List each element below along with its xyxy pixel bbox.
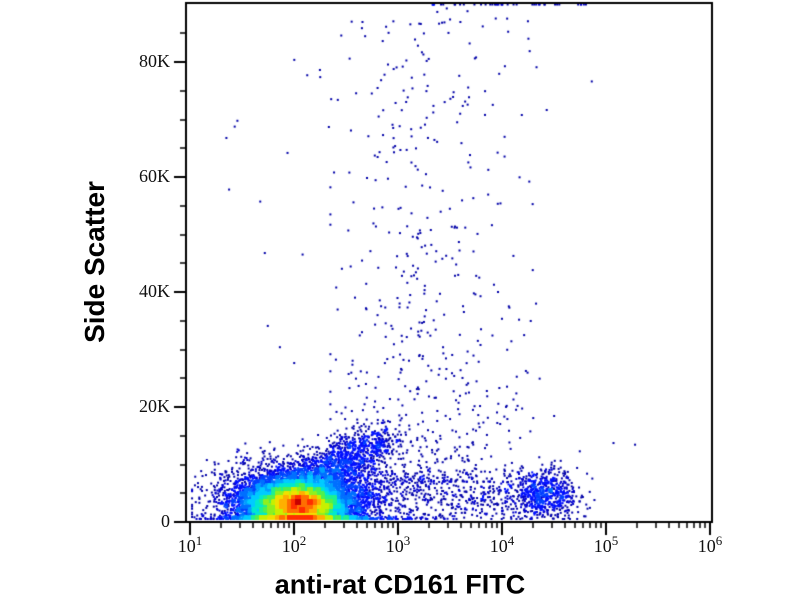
y-tick-label-0: 0 — [161, 511, 170, 532]
x-tick-label-10e3: 103 — [385, 533, 411, 556]
y-axis-title: Side Scatter — [79, 181, 110, 343]
x-tick-label-10e1: 101 — [177, 533, 203, 556]
x-tick-label-10e4: 104 — [489, 533, 515, 556]
y-tick-label-80K: 80K — [139, 51, 170, 72]
x-tick-label-10e6: 106 — [697, 533, 723, 556]
x-tick-label-10e2: 102 — [281, 533, 307, 556]
x-axis-title: anti-rat CD161 FITC — [274, 569, 526, 600]
x-tick-label-10e5: 105 — [593, 533, 619, 556]
y-tick-label-40K: 40K — [139, 281, 170, 302]
y-tick-label-20K: 20K — [139, 396, 170, 417]
y-tick-label-60K: 60K — [139, 166, 170, 187]
